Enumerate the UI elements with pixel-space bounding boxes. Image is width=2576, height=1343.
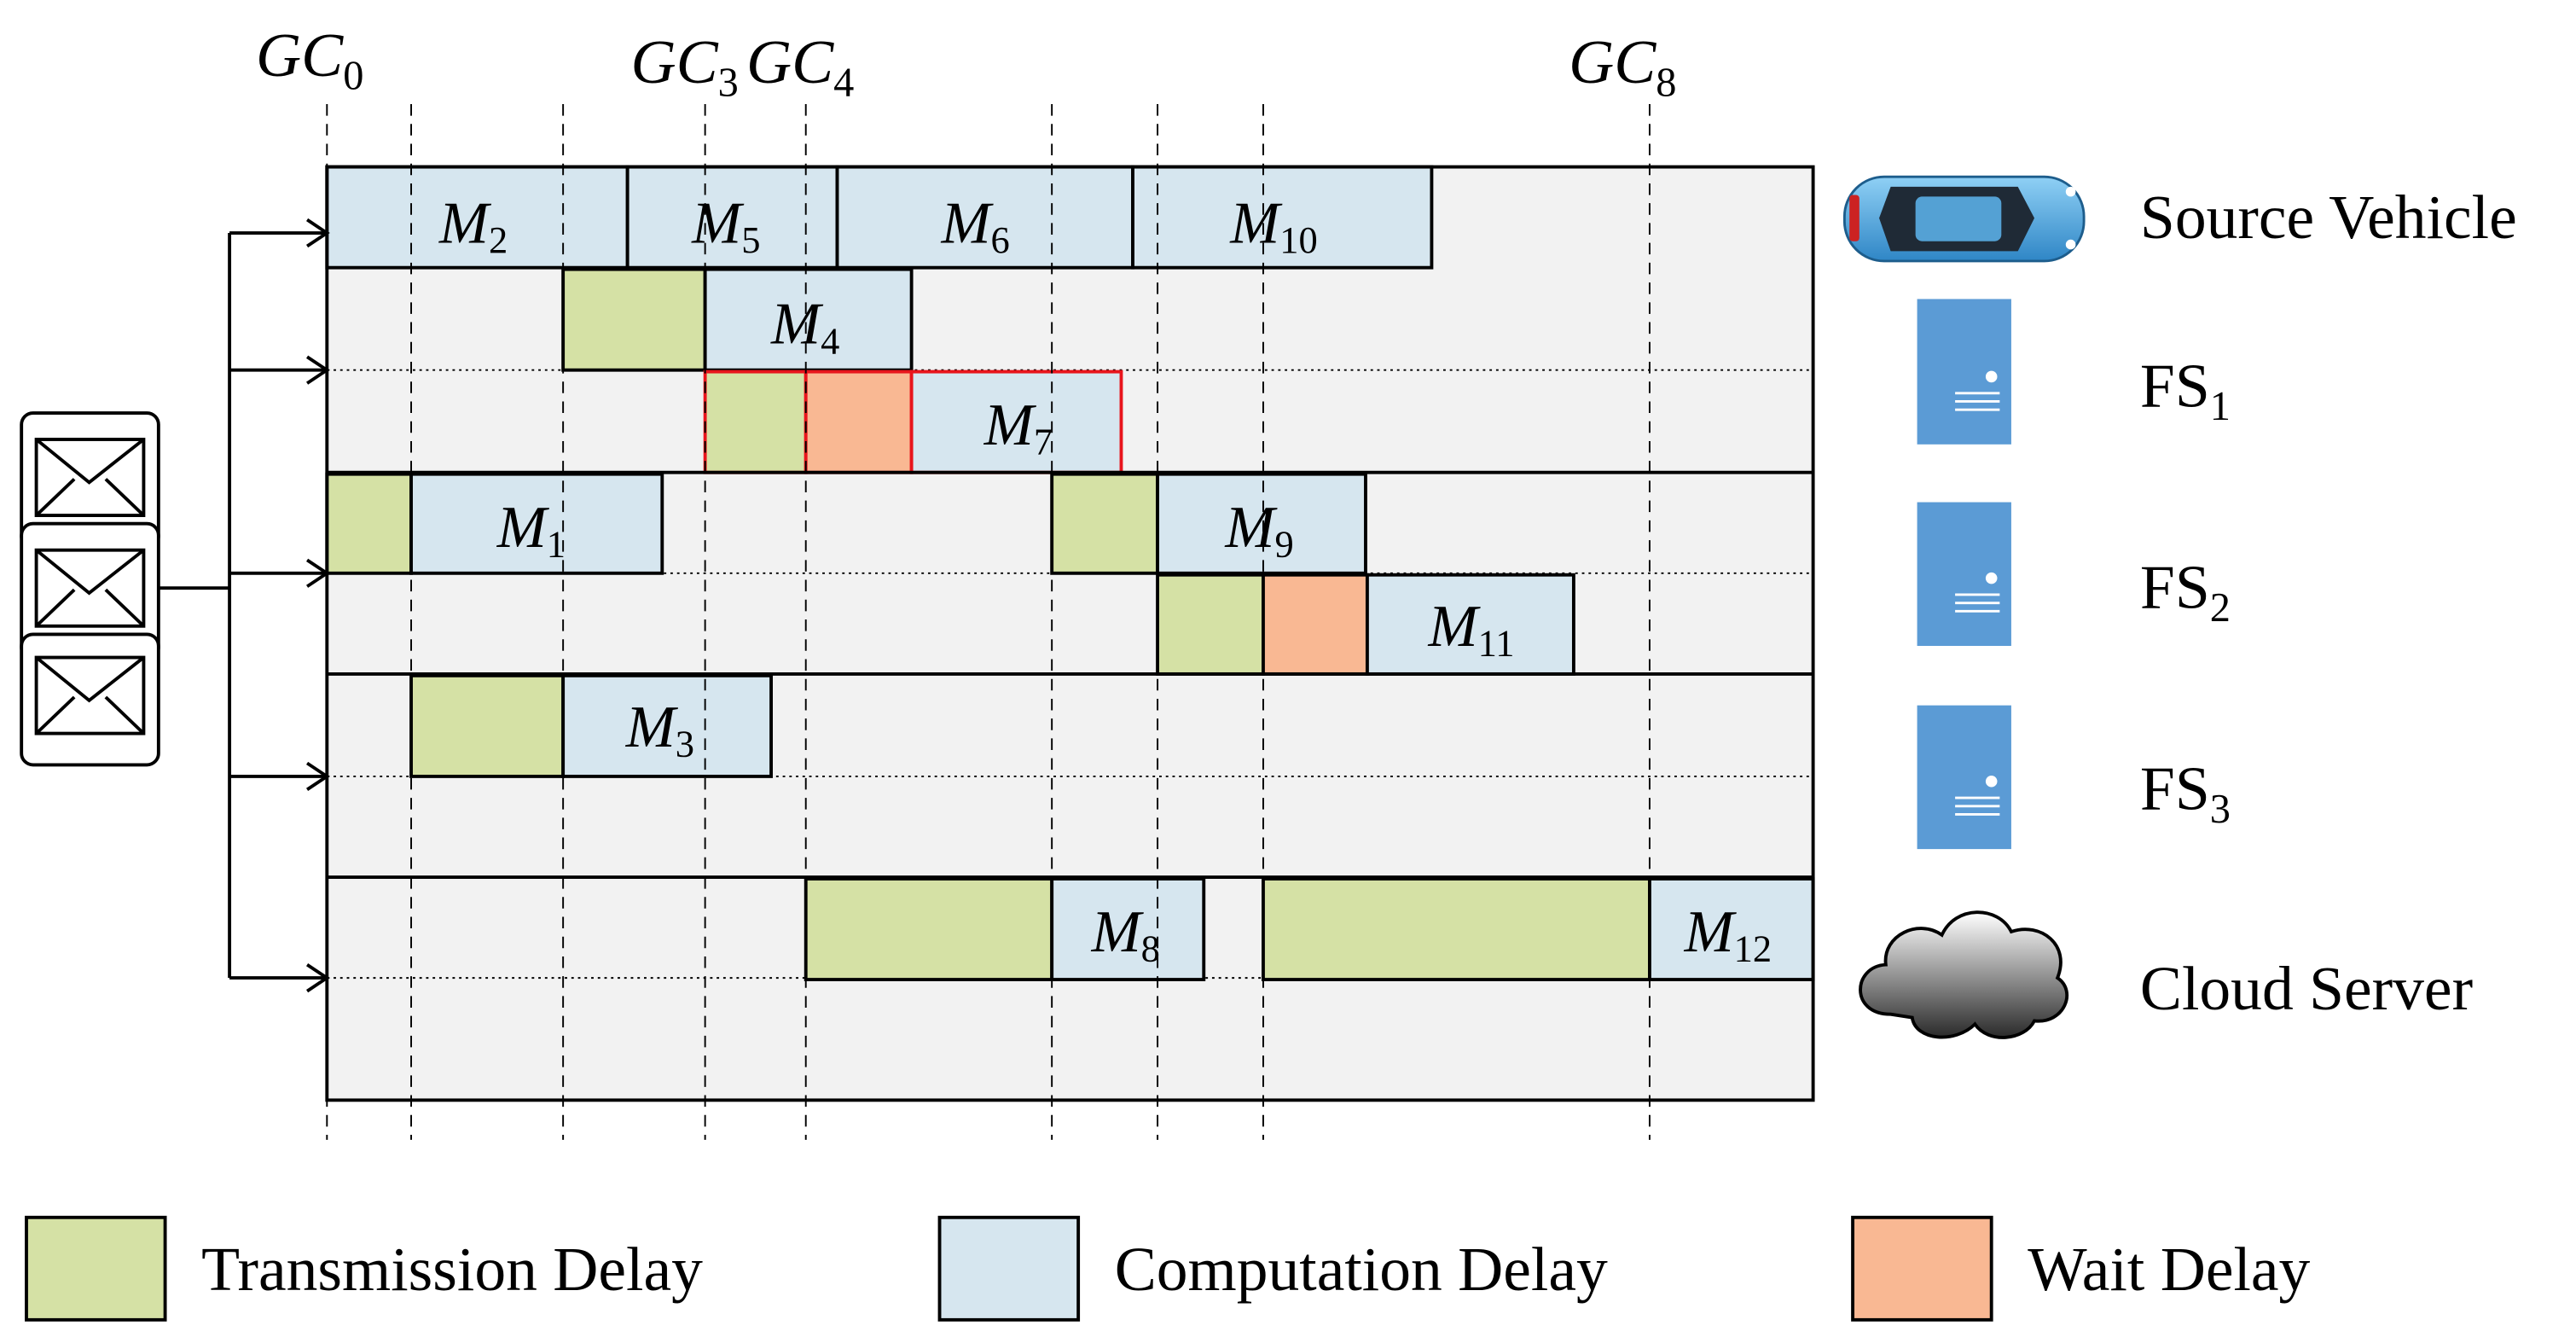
block-m8-transmission [804, 877, 1054, 981]
gc-label-4: GC4 [746, 26, 854, 105]
legend-swatch-wait [1851, 1215, 1993, 1322]
block-m8 [1050, 877, 1206, 981]
label-m10: M10 [1229, 191, 1318, 262]
block-m9-transmission [1050, 472, 1159, 575]
label-fs2: FS2 [2140, 551, 2231, 630]
legend-swatch-transmission [25, 1215, 167, 1322]
block-m7-transmission [703, 369, 808, 474]
legend-label-computation: Computation Delay [1115, 1234, 1608, 1304]
label-cloud-server: Cloud Server [2140, 953, 2473, 1023]
label-m11: M11 [1428, 594, 1515, 665]
label-fs3: FS3 [2140, 753, 2231, 832]
block-m11-transmission [1156, 573, 1265, 676]
label-fs1: FS1 [2140, 350, 2231, 428]
gc-label-0: GC0 [256, 20, 363, 98]
server-icon [1917, 299, 2011, 445]
time-markers [326, 104, 1651, 1140]
label-m1: M1 [496, 495, 566, 566]
block-m3 [561, 673, 773, 778]
legend: Transmission Delay Computation Delay Wai… [25, 1215, 2311, 1322]
car-icon [1842, 175, 2086, 263]
server-icon [1917, 502, 2011, 646]
block-m3-transmission [409, 673, 566, 778]
block-m1-transmission [325, 472, 413, 575]
dispatch-arrows [158, 218, 330, 993]
label-source-vehicle: Source Vehicle [2140, 182, 2517, 252]
label-m2: M2 [438, 191, 508, 262]
block-m11-wait [1262, 573, 1369, 676]
cloud-icon [1859, 910, 2068, 1039]
envelope-icon [20, 411, 160, 767]
label-m4: M4 [770, 292, 839, 363]
label-m12: M12 [1684, 899, 1772, 970]
block-m11 [1365, 573, 1575, 676]
label-m9: M9 [1224, 495, 1293, 566]
server-icon [1917, 705, 2011, 850]
label-m6: M6 [940, 191, 1009, 262]
block-m7-wait [804, 369, 914, 474]
label-m5: M5 [691, 191, 760, 262]
block-m12 [1648, 877, 1815, 981]
label-m8: M8 [1091, 899, 1160, 970]
delay-blocks [325, 165, 1815, 981]
row-separators [325, 165, 1815, 1102]
legend-label-transmission: Transmission Delay [201, 1234, 703, 1304]
block-m4-transmission [561, 267, 707, 372]
block-m10 [1131, 165, 1434, 270]
block-m6 [835, 165, 1134, 270]
block-m7 [909, 369, 1123, 474]
legend-swatch-computation [937, 1215, 1081, 1322]
gc-label-8: GC8 [1569, 26, 1676, 105]
label-m7: M7 [983, 392, 1053, 463]
block-m12-transmission [1262, 877, 1651, 981]
gc-label-3: GC3 [631, 26, 739, 105]
block-m2 [325, 165, 629, 270]
label-m3: M3 [625, 695, 694, 765]
legend-label-wait: Wait Delay [2028, 1234, 2310, 1304]
